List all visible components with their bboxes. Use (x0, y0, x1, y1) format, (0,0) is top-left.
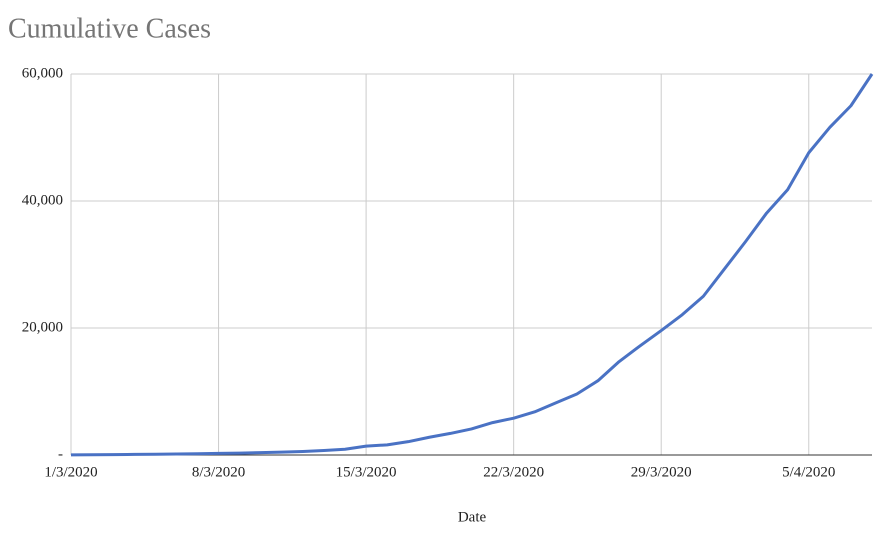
y-tick-label: 40,000 (22, 192, 63, 208)
x-tick-label: 1/3/2020 (44, 464, 97, 480)
y-tick-label: 60,000 (22, 65, 63, 81)
x-tick-label: 5/4/2020 (782, 464, 835, 480)
y-tick-label: - (58, 446, 63, 462)
x-tick-label: 8/3/2020 (192, 464, 245, 480)
x-tick-label: 22/3/2020 (483, 464, 544, 480)
x-axis-label: Date (458, 509, 487, 525)
chart-title: Cumulative Cases (8, 13, 211, 44)
x-tick-label: 15/3/2020 (336, 464, 397, 480)
x-tick-label: 29/3/2020 (631, 464, 692, 480)
line (70, 73, 874, 457)
y-tick-label: 20,000 (22, 319, 63, 335)
